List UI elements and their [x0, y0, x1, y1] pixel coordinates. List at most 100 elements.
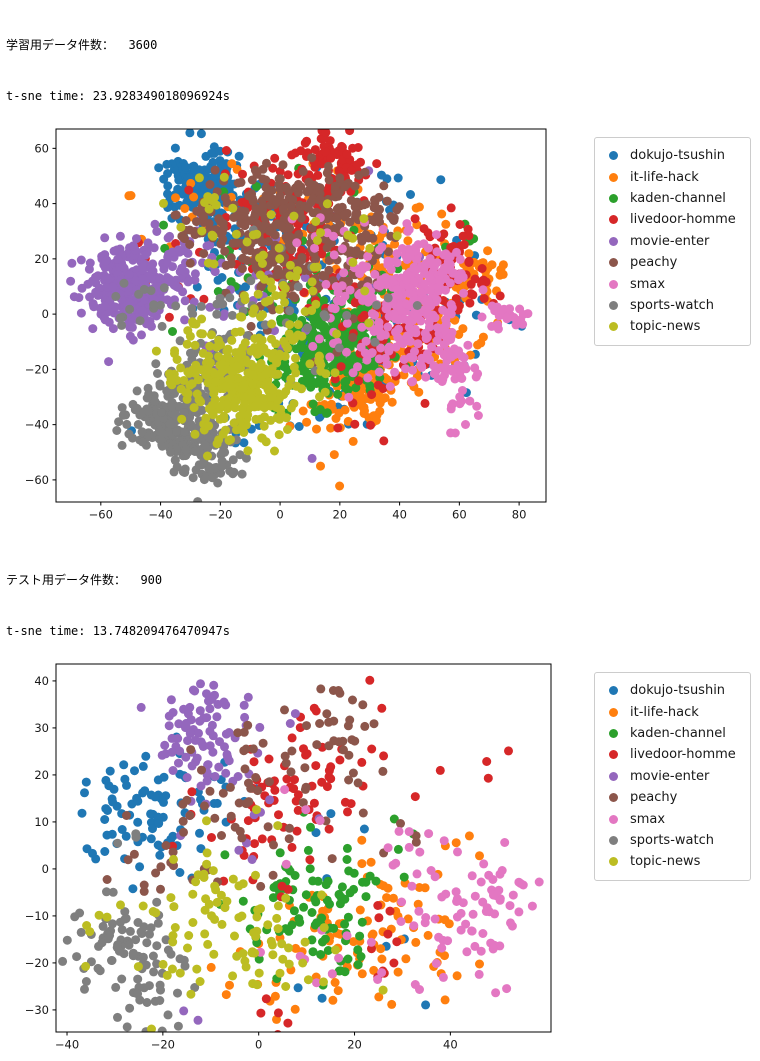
y-tick-label: 30 — [34, 721, 49, 735]
legend-marker-icon — [609, 322, 618, 332]
y-tick-label: −30 — [25, 1003, 49, 1017]
legend-item-sports-watch: sports-watch — [604, 830, 736, 851]
legend-label: smax — [630, 811, 666, 827]
x-tick-label: 80 — [512, 508, 527, 522]
legend-item-kaden-channel: kaden-channel — [604, 723, 736, 744]
legend-marker-icon — [609, 215, 618, 225]
legend-item-dokujo-tsushin: dokujo-tsushin — [604, 145, 736, 166]
scatter-series-movie-enter — [136, 679, 324, 1025]
legend-marker-icon — [609, 707, 618, 717]
train-legend: dokujo-tsushin it-life-hack kaden-channel l… — [594, 137, 751, 346]
legend-item-topic-news: topic-news — [604, 851, 736, 872]
legend-label: smax — [630, 276, 666, 292]
x-tick-label: −40 — [55, 1038, 79, 1052]
y-tick-label: 20 — [34, 252, 49, 266]
y-tick-label: 60 — [34, 141, 49, 155]
y-tick-label: 40 — [34, 197, 49, 211]
legend-item-topic-news: topic-news — [604, 316, 736, 337]
legend-marker-icon — [609, 750, 618, 760]
x-tick-label: −60 — [89, 508, 113, 522]
legend-marker-icon — [609, 686, 618, 696]
y-tick-label: −60 — [25, 473, 49, 487]
legend-label: it-life-hack — [630, 169, 699, 185]
axes-box — [55, 128, 547, 503]
legend-item-peachy: peachy — [604, 787, 736, 808]
x-tick-label: −40 — [148, 508, 172, 522]
y-tick-label: −40 — [25, 418, 49, 432]
scatter-series-peachy — [102, 684, 421, 896]
legend-marker-icon — [609, 771, 618, 781]
scatter-series-livedoor-homme — [168, 675, 513, 1032]
x-tick-label: −20 — [151, 1038, 175, 1052]
y-tick-label: 0 — [42, 862, 49, 876]
y-tick-label: 10 — [34, 815, 49, 829]
train-tsne-time-text: t-sne time: 23.928349018096924s — [6, 89, 230, 103]
legend-item-movie-enter: movie-enter — [604, 766, 736, 787]
legend-label: sports-watch — [630, 832, 714, 848]
legend-label: livedoor-homme — [630, 747, 736, 763]
legend-marker-icon — [609, 728, 618, 738]
legend-marker-icon — [609, 793, 618, 803]
legend-label: topic-news — [630, 854, 701, 870]
test-header: テスト用データ件数： 900 t-sne time: 13.7482094764… — [6, 538, 760, 657]
legend-label: movie-enter — [630, 233, 710, 249]
y-tick-label: −20 — [25, 362, 49, 376]
legend-label: it-life-hack — [630, 704, 699, 720]
scatter-series-topic-news — [151, 172, 402, 461]
train-header: 学習用データ件数： 3600 t-sne time: 23.9283490180… — [6, 3, 760, 122]
legend-marker-icon — [609, 300, 618, 310]
legend-item-livedoor-homme: livedoor-homme — [604, 209, 736, 230]
scatter-series-smax — [287, 213, 533, 438]
legend-label: sports-watch — [630, 297, 714, 313]
x-tick-label: 0 — [255, 1038, 262, 1052]
y-tick-label: −10 — [25, 909, 49, 923]
train-scatter-plot: −60 −40 −20 0 20 40 60 80 −60 −40 −20 0 20 40 60 — [25, 128, 547, 522]
x-tick-label: 20 — [347, 1038, 362, 1052]
x-tick-label: 40 — [392, 508, 407, 522]
legend-marker-icon — [609, 814, 618, 824]
legend-label: peachy — [630, 790, 678, 806]
legend-label: kaden-channel — [630, 190, 726, 206]
scatter-points-layer — [66, 129, 533, 502]
y-tick-label: 0 — [42, 307, 49, 321]
legend-label: peachy — [630, 255, 678, 271]
test-figure: −40 −20 0 20 40 −30 −20 −10 0 10 20 30 40 dokujo-tsu… — [0, 657, 760, 1061]
legend-marker-icon — [609, 193, 618, 203]
legend-item-livedoor-homme: livedoor-homme — [604, 744, 736, 765]
legend-marker-icon — [609, 151, 618, 161]
legend-label: kaden-channel — [630, 725, 726, 741]
legend-label: topic-news — [630, 319, 701, 335]
legend-marker-icon — [609, 172, 618, 182]
legend-marker-icon — [609, 258, 618, 268]
y-tick-label: −20 — [25, 956, 49, 970]
legend-item-dokujo-tsushin: dokujo-tsushin — [604, 680, 736, 701]
legend-item-it-life-hack: it-life-hack — [604, 166, 736, 187]
x-tick-label: 60 — [452, 508, 467, 522]
legend-label: movie-enter — [630, 768, 710, 784]
legend-marker-icon — [609, 835, 618, 845]
legend-marker-icon — [609, 236, 618, 246]
legend-item-movie-enter: movie-enter — [604, 231, 736, 252]
legend-label: dokujo-tsushin — [630, 148, 726, 164]
test-tsne-time-text: t-sne time: 13.748209476470947s — [6, 624, 230, 638]
legend-item-smax: smax — [604, 808, 736, 829]
test-legend: dokujo-tsushin it-life-hack kaden-channel l… — [594, 672, 751, 881]
legend-marker-icon — [609, 857, 618, 867]
axis-ticks: −60 −40 −20 0 20 40 60 80 −60 −40 −20 0 20 40 60 — [25, 141, 527, 521]
scatter-series-smax — [256, 785, 544, 998]
legend-item-it-life-hack: it-life-hack — [604, 701, 736, 722]
x-tick-label: −20 — [208, 508, 232, 522]
legend-marker-icon — [609, 279, 618, 289]
legend-item-peachy: peachy — [604, 252, 736, 273]
train-figure: −60 −40 −20 0 20 40 60 80 −60 −40 −20 0 20 40 60 dokuj… — [0, 122, 760, 532]
legend-item-sports-watch: sports-watch — [604, 295, 736, 316]
test-scatter-plot: −40 −20 0 20 40 −30 −20 −10 0 10 20 30 40 — [25, 663, 552, 1052]
legend-item-kaden-channel: kaden-channel — [604, 188, 736, 209]
legend-label: dokujo-tsushin — [630, 683, 726, 699]
legend-label: livedoor-homme — [630, 212, 736, 228]
test-count-text: テスト用データ件数： 900 — [6, 573, 163, 587]
x-tick-label: 20 — [333, 508, 348, 522]
x-tick-label: 0 — [276, 508, 283, 522]
legend-item-smax: smax — [604, 273, 736, 294]
y-tick-label: 20 — [34, 768, 49, 782]
